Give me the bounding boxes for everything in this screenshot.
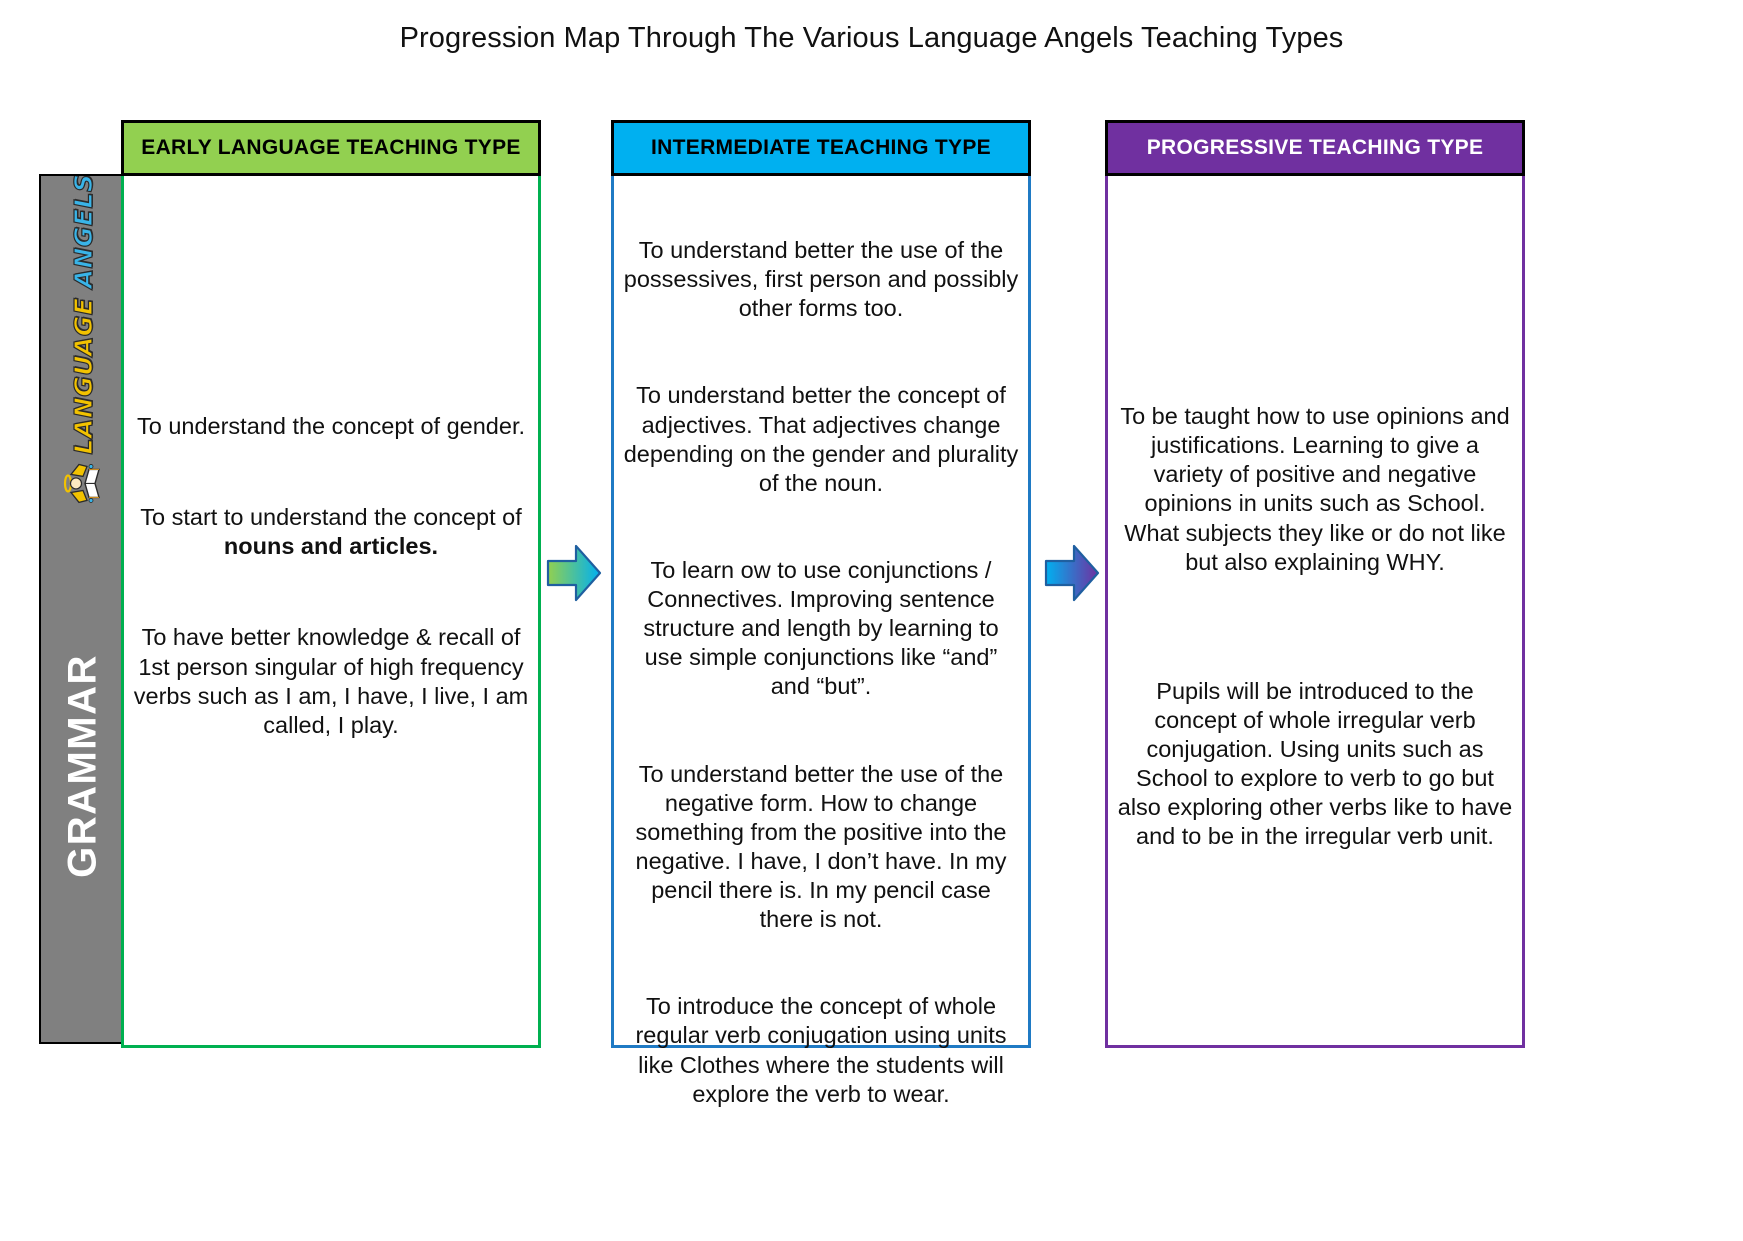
grammar-label-wrapper: GRAMMAR xyxy=(41,506,121,1026)
grammar-sidebar-band: LANGUAGE ANGELS GRAMMAR xyxy=(39,174,123,1044)
early-item-3: To have better knowledge & recall of 1st… xyxy=(128,623,534,740)
intermediate-item-5: To introduce the concept of whole regula… xyxy=(618,992,1024,1109)
language-angels-wordmark: LANGUAGE ANGELS xyxy=(68,174,98,455)
intermediate-item-4: To understand better the use of the nega… xyxy=(618,760,1024,935)
logo-word-angels: ANGELS xyxy=(68,174,98,289)
column-body-early: To understand the concept of gender. To … xyxy=(121,176,541,1048)
intermediate-item-3: To learn ow to use conjunctions / Connec… xyxy=(618,556,1024,702)
column-header-early: EARLY LANGUAGE TEACHING TYPE xyxy=(121,120,541,176)
intermediate-item-2-text: To understand better the concept of adje… xyxy=(623,382,1019,496)
column-header-intermediate: INTERMEDIATE TEACHING TYPE xyxy=(611,120,1031,176)
column-header-progressive: PROGRESSIVE TEACHING TYPE xyxy=(1105,120,1525,176)
arrow-early-to-intermediate xyxy=(546,542,602,604)
logo-word-language: LANGUAGE xyxy=(68,288,98,455)
column-intermediate: INTERMEDIATE TEACHING TYPE To understand… xyxy=(611,120,1031,1107)
angel-book-icon xyxy=(61,460,105,506)
intermediate-item-1-text: To understand better the use of the poss… xyxy=(623,237,1019,322)
intermediate-item-4-text: To understand better the use of the nega… xyxy=(635,760,1007,933)
grammar-category-label: GRAMMAR xyxy=(60,654,105,878)
language-angels-logo: LANGUAGE ANGELS xyxy=(41,176,121,504)
intermediate-item-5-text: To introduce the concept of whole regula… xyxy=(635,993,1007,1107)
page-title: Progression Map Through The Various Lang… xyxy=(399,22,1344,54)
intermediate-item-2: To understand better the concept of adje… xyxy=(618,381,1024,498)
early-item-1: To understand the concept of gender. xyxy=(128,412,534,441)
progressive-item-2-text: Pupils will be introduced to the concept… xyxy=(1117,677,1513,850)
column-progressive: PROGRESSIVE TEACHING TYPE To be taught h… xyxy=(1105,120,1525,1048)
early-item-2: To start to understand the concept of no… xyxy=(128,503,534,561)
early-item-1-text: To understand the concept of gender. xyxy=(136,413,526,439)
column-body-intermediate: To understand better the use of the poss… xyxy=(611,176,1031,1107)
arrow-intermediate-to-progressive xyxy=(1044,542,1100,604)
column-body-progressive: To be taught how to use opinions and jus… xyxy=(1105,176,1525,1048)
intermediate-item-3-text: To learn ow to use conjunctions / Connec… xyxy=(643,556,999,700)
column-early-language: EARLY LANGUAGE TEACHING TYPE To understa… xyxy=(121,120,541,1048)
progressive-item-1-text: To be taught how to use opinions and jus… xyxy=(1120,403,1510,575)
early-item-2-text: To start to understand the concept of xyxy=(140,504,522,531)
progressive-item-1: To be taught how to use opinions and jus… xyxy=(1112,402,1518,577)
intermediate-item-1: To understand better the use of the poss… xyxy=(618,236,1024,323)
early-item-3-text: To have better knowledge & recall of 1st… xyxy=(133,624,529,738)
progressive-item-2: Pupils will be introduced to the concept… xyxy=(1112,677,1518,852)
early-item-2-bold: nouns and articles. xyxy=(223,533,439,560)
